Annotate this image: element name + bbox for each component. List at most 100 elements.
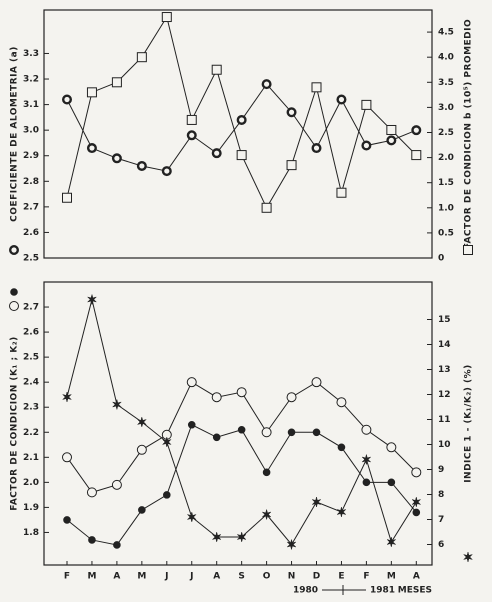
marker [236, 531, 247, 543]
marker [237, 425, 246, 434]
series-line [66, 15, 417, 209]
x-tick-label: A [113, 572, 120, 582]
y-tick-label: 1.8 [23, 528, 39, 538]
x-tick-label: M [87, 572, 96, 582]
y-axis-label: COEFICIENTE DE ALOMETRIA (a) [10, 46, 20, 222]
y2-tick-label: 6 [438, 540, 444, 550]
marker [236, 150, 247, 161]
y2-tick-label: 0.5 [438, 228, 454, 238]
y-tick-label: 2.6 [23, 328, 39, 338]
y2-tick-label: 11 [438, 415, 451, 425]
marker [113, 541, 121, 549]
marker [136, 444, 147, 455]
marker [411, 496, 422, 508]
marker [136, 160, 147, 171]
marker [187, 420, 196, 429]
x-tick-label: N [288, 572, 296, 582]
marker [336, 94, 347, 105]
marker [88, 536, 96, 544]
marker [212, 433, 221, 442]
marker [262, 468, 271, 477]
marker [411, 150, 422, 161]
marker [311, 143, 322, 154]
key-symbol [462, 551, 474, 563]
marker [386, 135, 397, 146]
y-tick-label: 3.0 [23, 126, 39, 136]
y2-tick-label: 3.0 [438, 103, 454, 113]
marker [62, 452, 72, 463]
marker [261, 202, 272, 213]
marker [62, 192, 72, 203]
marker [386, 124, 397, 135]
marker [411, 125, 422, 136]
plot-frame [43, 9, 433, 259]
y2-tick-label: 1.0 [438, 203, 454, 213]
marker [286, 107, 297, 118]
marker [61, 391, 73, 403]
marker [286, 538, 297, 551]
y2-tick-label: 3.5 [438, 78, 454, 88]
y-tick-label: 2.2 [23, 428, 39, 438]
x-tick-label: A [413, 572, 420, 582]
y2-tick-label: 15 [438, 315, 451, 325]
x-tick-label: E [338, 572, 344, 582]
marker [387, 478, 396, 487]
marker [361, 140, 372, 151]
y2-tick-label: 7 [438, 515, 444, 525]
y2-tick-label: 0 [438, 254, 444, 264]
x-tick-label: F [363, 572, 369, 582]
marker [186, 130, 197, 141]
x-tick-label: D [313, 572, 320, 582]
key-symbol [8, 244, 19, 255]
marker [312, 428, 321, 437]
x-tick-label: S [238, 572, 244, 582]
marker [336, 397, 347, 408]
series-line [66, 299, 417, 546]
marker [236, 387, 247, 398]
marker [361, 99, 372, 110]
marker [138, 506, 146, 514]
marker [311, 496, 322, 508]
marker [62, 94, 73, 105]
marker [336, 187, 347, 198]
y-tick-label: 2.4 [23, 378, 39, 388]
y2-tick-label: 4.5 [438, 28, 454, 38]
marker [261, 508, 272, 521]
x-tick-label: J [164, 572, 168, 582]
y2-tick-label: 4.0 [438, 53, 454, 63]
y2-tick-label: 2.5 [438, 128, 454, 138]
marker [111, 479, 122, 490]
marker [111, 77, 122, 88]
marker [186, 377, 197, 388]
marker [311, 377, 322, 388]
x-tick-label: F [64, 572, 70, 582]
marker [111, 398, 123, 411]
marker [286, 160, 297, 171]
y2-tick-label: 2.0 [438, 153, 454, 163]
marker [86, 293, 98, 306]
marker [161, 166, 172, 177]
x-tick-label: J [189, 572, 193, 582]
marker [211, 392, 222, 403]
y-axis-label: FACTOR DE CONDICION (K₁ ; K₂) [10, 336, 20, 511]
marker [411, 467, 422, 478]
key-symbol [10, 288, 18, 296]
marker [236, 114, 247, 125]
marker [161, 436, 172, 448]
marker [261, 79, 272, 90]
y-tick-label: 2.6 [23, 228, 39, 238]
y2-tick-label: 14 [438, 340, 451, 350]
y2-tick-label: 1.5 [438, 178, 454, 188]
y2-tick-label: 9 [438, 465, 444, 475]
marker [163, 491, 171, 499]
y-tick-label: 3.1 [23, 100, 39, 110]
y-tick-label: 2.5 [23, 254, 39, 264]
y2-tick-label: 12 [438, 390, 451, 400]
marker [111, 153, 122, 164]
marker [136, 52, 147, 63]
marker [186, 511, 197, 523]
marker [186, 114, 197, 125]
marker [287, 428, 296, 437]
y-tick-label: 2.1 [23, 453, 39, 463]
